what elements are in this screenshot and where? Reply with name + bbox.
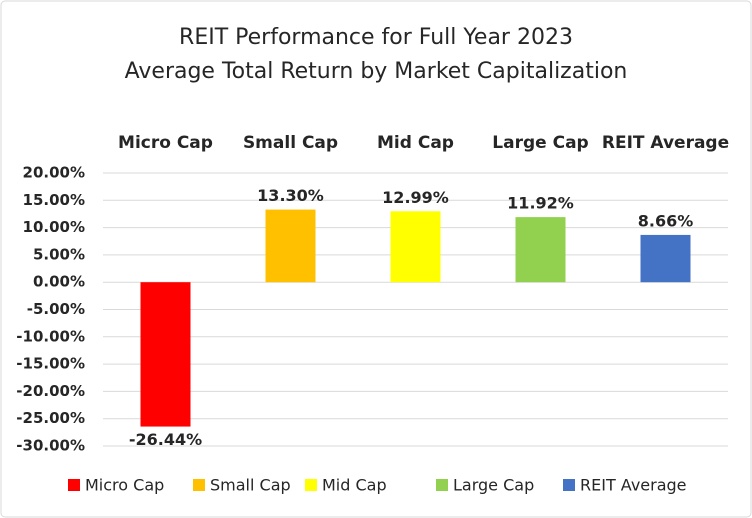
category-label: Small Cap — [243, 133, 338, 153]
legend-swatch — [305, 479, 317, 491]
y-tick-label: 5.00% — [33, 245, 85, 263]
y-tick-label: 20.00% — [23, 164, 85, 182]
legend-label: Mid Cap — [322, 476, 387, 495]
legend-label: REIT Average — [580, 476, 687, 495]
data-label: 12.99% — [382, 188, 449, 207]
y-tick-label: 15.00% — [23, 191, 85, 209]
chart-title: REIT Performance for Full Year 2023 — [179, 25, 573, 50]
category-label: REIT Average — [602, 133, 729, 153]
y-tick-label: -15.00% — [16, 355, 85, 373]
legend-swatch — [436, 479, 448, 491]
category-label: Large Cap — [492, 133, 588, 153]
y-tick-label: -25.00% — [16, 409, 85, 427]
data-label: 11.92% — [507, 194, 574, 213]
y-tick-label: 10.00% — [23, 218, 85, 236]
y-tick-label: -30.00% — [16, 437, 85, 455]
category-label: Mid Cap — [377, 133, 454, 153]
legend-swatch — [68, 479, 80, 491]
y-tick-label: -10.00% — [16, 327, 85, 345]
category-label: Micro Cap — [118, 133, 213, 153]
y-tick-label: -20.00% — [16, 382, 85, 400]
y-tick-label: -5.00% — [27, 300, 85, 318]
chart-subtitle: Average Total Return by Market Capitaliz… — [125, 59, 628, 84]
data-label: 13.30% — [257, 186, 324, 205]
legend-label: Large Cap — [453, 476, 534, 495]
legend-label: Small Cap — [210, 476, 291, 495]
legend-swatch — [563, 479, 575, 491]
bar — [390, 211, 441, 283]
bar — [640, 234, 691, 283]
data-label: -26.44% — [129, 430, 202, 449]
legend-swatch — [193, 479, 205, 491]
bar — [265, 209, 316, 283]
bar — [140, 282, 191, 427]
legend-label: Micro Cap — [85, 476, 164, 495]
data-label: 8.66% — [638, 211, 694, 230]
bar — [515, 217, 566, 283]
y-tick-label: 0.00% — [33, 273, 85, 291]
